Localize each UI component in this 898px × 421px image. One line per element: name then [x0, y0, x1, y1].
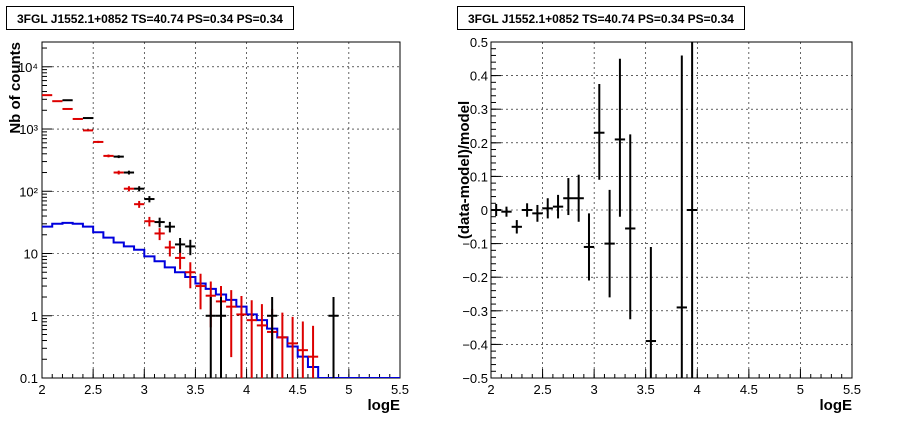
x-tick-label: 4.5 — [289, 382, 307, 397]
x-tick-label: 3.5 — [186, 382, 204, 397]
y-tick-label: 10³ — [19, 122, 38, 137]
x-tick-label: 2 — [487, 382, 494, 397]
y-tick-label: 10⁴ — [18, 60, 38, 75]
x-axis-title: logE — [820, 397, 853, 414]
y-tick-label: −0.3 — [462, 304, 488, 319]
y-tick-label: 0.1 — [20, 371, 38, 386]
x-tick-label: 2.5 — [534, 382, 552, 397]
left-panel: 3FGL J1552.1+0852 TS=40.74 PS=0.34 PS=0.… — [6, 6, 409, 414]
x-tick-label: 3.5 — [637, 382, 655, 397]
x-tick-label: 5 — [797, 382, 804, 397]
y-axis-title: Nb of counts — [7, 42, 24, 134]
y-tick-label: 10² — [19, 184, 38, 199]
x-tick-label: 5 — [345, 382, 352, 397]
y-tick-label: −0.4 — [462, 337, 488, 352]
y-tick-label: 0.3 — [470, 102, 488, 117]
y-tick-label: 0 — [481, 203, 488, 218]
x-tick-label: 5.5 — [843, 382, 861, 397]
plot-area — [491, 42, 698, 378]
y-tick-label: 0.4 — [470, 69, 488, 84]
source-model-line — [42, 221, 400, 378]
y-tick-label: 0.5 — [470, 35, 488, 50]
x-tick-label: 4 — [694, 382, 701, 397]
y-tick-label: 10 — [24, 247, 38, 262]
x-tick-label: 3 — [141, 382, 148, 397]
y-axis-title: (data-model)/model — [456, 101, 473, 239]
y-tick-label: −0.5 — [462, 371, 488, 386]
x-axis-title: logE — [368, 397, 401, 414]
left-panel-title: 3FGL J1552.1+0852 TS=40.74 PS=0.34 PS=0.… — [6, 6, 294, 30]
y-tick-label: 0.1 — [470, 169, 488, 184]
right-panel: 3FGL J1552.1+0852 TS=40.74 PS=0.34 PS=0.… — [449, 0, 898, 421]
x-tick-label: 2 — [38, 382, 45, 397]
y-tick-label: 1 — [31, 309, 38, 324]
y-tick-label: −0.2 — [462, 270, 488, 285]
x-tick-label: 2.5 — [84, 382, 102, 397]
y-tick-label: −0.1 — [462, 237, 488, 252]
right-panel-title: 3FGL J1552.1+0852 TS=40.74 PS=0.34 PS=0.… — [457, 6, 745, 30]
x-tick-label: 3 — [591, 382, 598, 397]
x-tick-label: 4.5 — [740, 382, 758, 397]
x-tick-label: 4 — [243, 382, 250, 397]
y-tick-label: 0.2 — [470, 136, 488, 151]
x-tick-label: 5.5 — [391, 382, 409, 397]
plot-area — [42, 94, 400, 378]
